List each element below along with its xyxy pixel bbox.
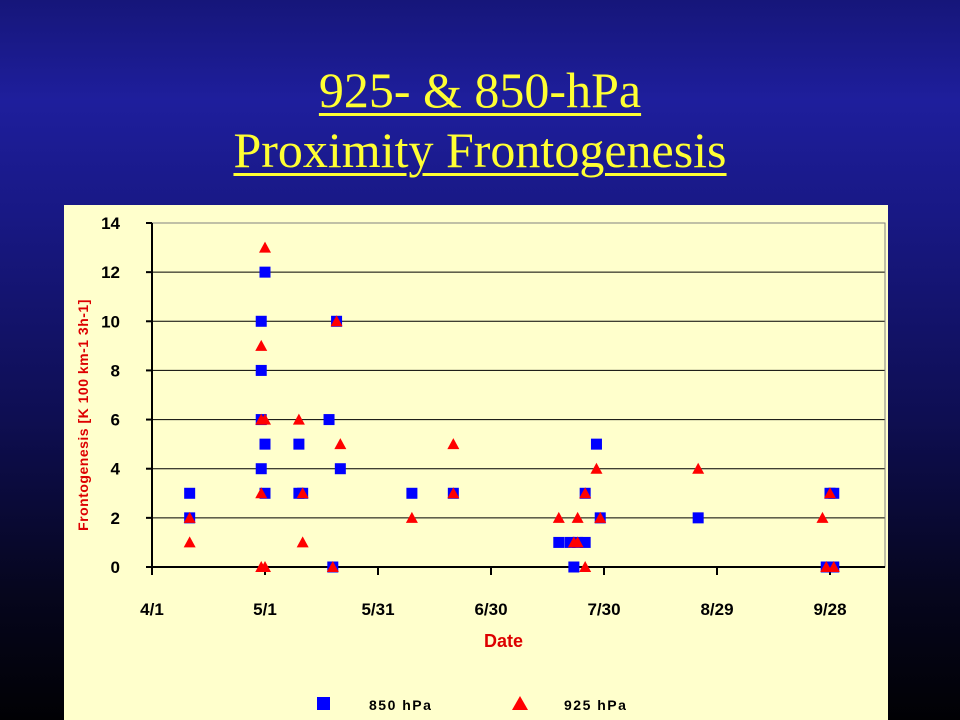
x-tick-label: 4/1 <box>140 600 164 619</box>
point-925-hpa <box>259 241 271 253</box>
point-925-hpa <box>816 511 829 523</box>
point-925-hpa <box>255 413 268 425</box>
point-850-hpa <box>692 512 704 524</box>
point-850-hpa <box>293 438 305 450</box>
point-925-hpa <box>590 462 603 474</box>
point-925-hpa <box>571 511 584 523</box>
y-tick-label: 4 <box>111 460 121 479</box>
point-925-hpa <box>594 511 607 523</box>
point-850-hpa <box>568 561 580 573</box>
x-tick-label: 5/31 <box>361 600 394 619</box>
y-tick-label: 12 <box>101 263 120 282</box>
point-925-hpa <box>330 315 343 327</box>
point-925-hpa <box>255 339 268 351</box>
point-850-hpa <box>255 463 267 475</box>
point-925-hpa <box>447 487 460 499</box>
point-925-hpa <box>579 487 592 499</box>
axis-ticks: 0 2 4 6 8 10 12 14 4/1 5/1 5/31 6/30 7/30 8/29 9/28 <box>101 214 846 619</box>
point-925-hpa <box>820 561 833 572</box>
legend-label-850-hpa: 850 hPa <box>369 697 432 713</box>
series-925-hpa <box>183 241 840 572</box>
point-925-hpa <box>447 438 460 450</box>
point-850-hpa <box>406 487 418 499</box>
point-925-hpa <box>292 413 305 425</box>
point-925-hpa <box>552 511 565 523</box>
point-925-hpa <box>827 561 840 572</box>
point-850-hpa <box>564 536 576 548</box>
point-925-hpa <box>405 511 418 523</box>
x-tick-label: 9/28 <box>813 600 846 619</box>
point-925-hpa <box>571 536 584 548</box>
legend-label-925-hpa: 925 hPa <box>564 697 627 713</box>
point-850-hpa <box>553 536 565 548</box>
point-925-hpa <box>334 438 347 450</box>
y-tick-label: 14 <box>101 214 120 233</box>
point-925-hpa <box>579 561 592 572</box>
point-925-hpa <box>183 536 196 548</box>
point-850-hpa <box>828 487 840 499</box>
x-axis-title: Date <box>484 631 523 651</box>
point-925-hpa <box>296 536 309 548</box>
point-925-hpa <box>692 462 705 474</box>
point-850-hpa <box>579 536 591 548</box>
legend-square-icon <box>317 697 330 710</box>
point-925-hpa <box>824 487 836 499</box>
y-tick-label: 8 <box>111 361 120 380</box>
chart-panel: 0 2 4 6 8 10 12 14 4/1 5/1 5/31 6/30 7/30 8/29 9/28 Da… <box>64 205 888 720</box>
x-tick-label: 7/30 <box>587 600 620 619</box>
point-850-hpa <box>259 266 271 278</box>
point-850-hpa <box>259 487 271 499</box>
x-tick-label: 8/29 <box>700 600 733 619</box>
point-925-hpa <box>296 487 309 499</box>
point-850-hpa <box>323 414 335 426</box>
point-925-hpa <box>326 561 339 572</box>
legend: 850 hPa 925 hPa <box>317 696 627 713</box>
point-925-hpa <box>183 511 196 523</box>
point-850-hpa <box>590 438 602 450</box>
point-850-hpa <box>255 364 267 376</box>
legend-triangle-icon <box>512 696 528 710</box>
y-tick-label: 0 <box>111 558 120 577</box>
slide-title-line-1: 925- & 850-hPa <box>318 62 642 118</box>
x-tick-label: 5/1 <box>253 600 277 619</box>
frontogenesis-scatter-chart: 0 2 4 6 8 10 12 14 4/1 5/1 5/31 6/30 7/30 8/29 9/28 Da… <box>75 214 886 713</box>
slide-title: 925- & 850-hPa Proximity Frontogenesis <box>0 60 960 180</box>
y-tick-label: 10 <box>101 312 120 331</box>
x-tick-label: 6/30 <box>474 600 507 619</box>
point-850-hpa <box>259 438 271 450</box>
point-850-hpa <box>184 487 196 499</box>
point-925-hpa <box>255 487 268 499</box>
slide-title-line-2: Proximity Frontogenesis <box>233 122 727 178</box>
point-850-hpa <box>334 463 346 475</box>
y-tick-label: 6 <box>111 411 120 430</box>
y-axis-title: Frontogenesis [K 100 km-1 3h-1] <box>75 299 91 531</box>
point-850-hpa <box>255 315 267 327</box>
y-tick-label: 2 <box>111 509 120 528</box>
point-925-hpa <box>259 561 271 572</box>
